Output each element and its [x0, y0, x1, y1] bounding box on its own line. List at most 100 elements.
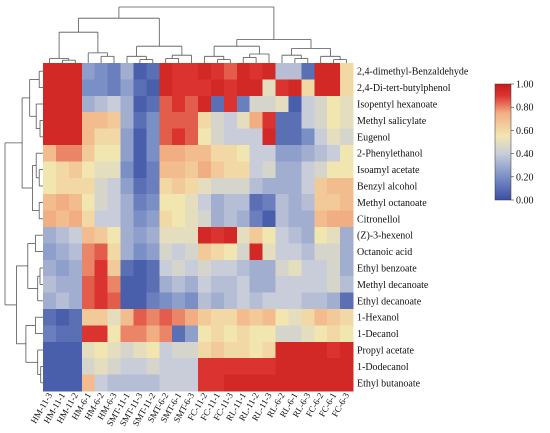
heatmap-cell	[43, 374, 57, 392]
heatmap-cell	[159, 341, 173, 359]
heatmap-cell	[198, 259, 212, 277]
heatmap-cell	[198, 309, 212, 326]
heatmap-cell	[81, 341, 95, 359]
heatmap-cell	[185, 79, 199, 97]
heatmap-cell	[275, 276, 289, 293]
heatmap-cell	[288, 79, 302, 97]
heatmap-cell	[327, 210, 341, 228]
heatmap-cell	[288, 276, 302, 293]
heatmap-cell	[55, 227, 70, 244]
heatmap-cell	[107, 227, 121, 244]
heatmap-cell	[301, 374, 315, 392]
heatmap-cell	[198, 227, 212, 244]
heatmap-cell	[301, 95, 315, 113]
heatmap-cell	[120, 177, 134, 195]
heatmap-cell	[198, 358, 212, 375]
heatmap-cell	[107, 194, 121, 211]
heatmap-cell	[236, 276, 250, 293]
heatmap-cell	[236, 358, 250, 375]
heatmap-cell	[172, 243, 186, 261]
heatmap-cell	[288, 161, 302, 179]
heatmap-cell	[288, 374, 302, 392]
heatmap-cell	[223, 161, 238, 179]
heatmap-cell	[340, 210, 354, 228]
heatmap-cell	[146, 292, 160, 310]
heatmap-cell	[262, 276, 276, 293]
heatmap-cell	[81, 79, 95, 97]
heatmap-cell	[314, 128, 328, 146]
heatmap-cell	[314, 112, 328, 129]
heatmap-cell	[275, 292, 289, 310]
heatmap-cell	[133, 292, 147, 310]
heatmap-cell	[236, 63, 250, 80]
colorbar-tick-label: 0.20	[516, 172, 534, 183]
heatmap-cell	[275, 374, 289, 392]
heatmap-cell	[120, 309, 134, 326]
heatmap-cell	[262, 79, 276, 97]
heatmap-cell	[55, 161, 70, 179]
heatmap-cell	[172, 358, 186, 375]
heatmap-cell	[262, 243, 276, 261]
heatmap-cell	[275, 210, 289, 228]
heatmap-cell	[198, 63, 212, 80]
heatmap-cell	[275, 259, 289, 277]
row-label: Propyl acetate	[357, 346, 414, 357]
heatmap-cell	[94, 341, 108, 359]
heatmap-cell	[120, 112, 134, 129]
heatmap-cell	[185, 374, 199, 392]
heatmap-cell	[340, 79, 354, 97]
heatmap-cell	[120, 374, 134, 392]
heatmap-cell	[133, 227, 147, 244]
heatmap-cell	[223, 112, 238, 129]
heatmap-cell	[81, 292, 95, 310]
heatmap-cell	[55, 112, 70, 129]
column-labels: HM-11-3HM-11-1HM-11-2HM-6-1HM-6-2HM-6-3S…	[29, 391, 352, 428]
heatmap-cell	[249, 227, 263, 244]
heatmap-cell	[262, 374, 276, 392]
heatmap-cell	[301, 194, 315, 211]
heatmap-cell	[120, 243, 134, 261]
heatmap-cell	[275, 227, 289, 244]
heatmap-cell	[185, 358, 199, 375]
heatmap-cell	[94, 63, 108, 80]
heatmap-cell	[120, 358, 134, 375]
heatmap-cell	[68, 194, 83, 211]
heatmap-cell	[249, 341, 263, 359]
heatmap-cell	[146, 95, 160, 113]
heatmap-cell	[120, 210, 134, 228]
heatmap-cell	[223, 309, 238, 326]
heatmap-cell	[288, 358, 302, 375]
heatmap-cell	[146, 243, 160, 261]
heatmap-cell	[172, 145, 186, 162]
colorbar-ticks: 1.00 0.80 0.60 0.40 0.20 0.00	[511, 80, 534, 207]
heatmap-cell	[94, 276, 108, 293]
heatmap-cell	[81, 95, 95, 113]
heatmap-cell	[262, 210, 276, 228]
heatmap-cell	[275, 112, 289, 129]
heatmap-cell	[249, 194, 263, 211]
heatmap-cell	[236, 227, 250, 244]
heatmap-cell	[314, 309, 328, 326]
heatmap-cell	[275, 128, 289, 146]
heatmap-cell	[185, 309, 199, 326]
heatmap-cell	[107, 259, 121, 277]
heatmap-cell	[43, 112, 57, 129]
heatmap-cell	[68, 276, 83, 293]
heatmap-cell	[159, 243, 173, 261]
heatmap-cell	[43, 63, 57, 80]
heatmap-cell	[198, 145, 212, 162]
heatmap-cell	[236, 145, 250, 162]
heatmap-cell	[146, 194, 160, 211]
heatmap-cell	[159, 79, 173, 97]
heatmap-cell	[198, 276, 212, 293]
heatmap-cell	[81, 194, 95, 211]
heatmap-cell	[210, 358, 225, 375]
heatmap-cell	[133, 276, 147, 293]
row-label: 1-Decanol	[357, 329, 399, 340]
heatmap-cell	[133, 341, 147, 359]
heatmap-cell	[172, 128, 186, 146]
heatmap-cell	[327, 112, 341, 129]
row-label: 2-Phenylethanol	[357, 149, 423, 160]
heatmap-cell	[288, 95, 302, 113]
heatmap-cell	[159, 227, 173, 244]
